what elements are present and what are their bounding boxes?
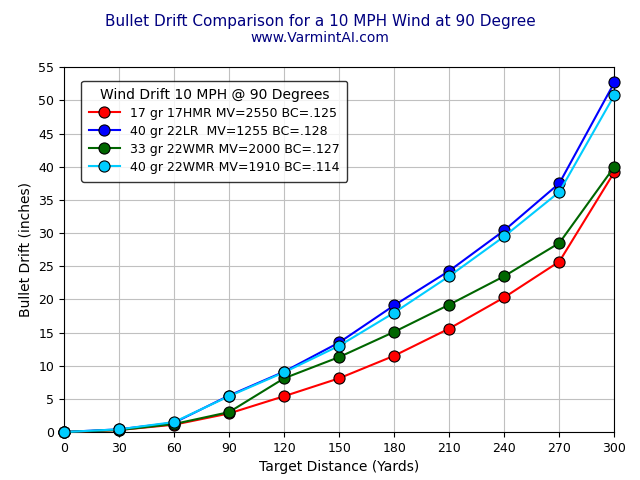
X-axis label: Target Distance (Yards): Target Distance (Yards) xyxy=(259,460,419,474)
Text: Bullet Drift Comparison for a 10 MPH Wind at 90 Degree: Bullet Drift Comparison for a 10 MPH Win… xyxy=(104,14,536,29)
Text: www.VarmintAI.com: www.VarmintAI.com xyxy=(251,31,389,45)
Y-axis label: Bullet Drift (inches): Bullet Drift (inches) xyxy=(19,182,33,317)
Legend: 17 gr 17HMR MV=2550 BC=.125, 40 gr 22LR  MV=1255 BC=.128, 33 gr 22WMR MV=2000 BC: 17 gr 17HMR MV=2550 BC=.125, 40 gr 22LR … xyxy=(81,81,348,182)
